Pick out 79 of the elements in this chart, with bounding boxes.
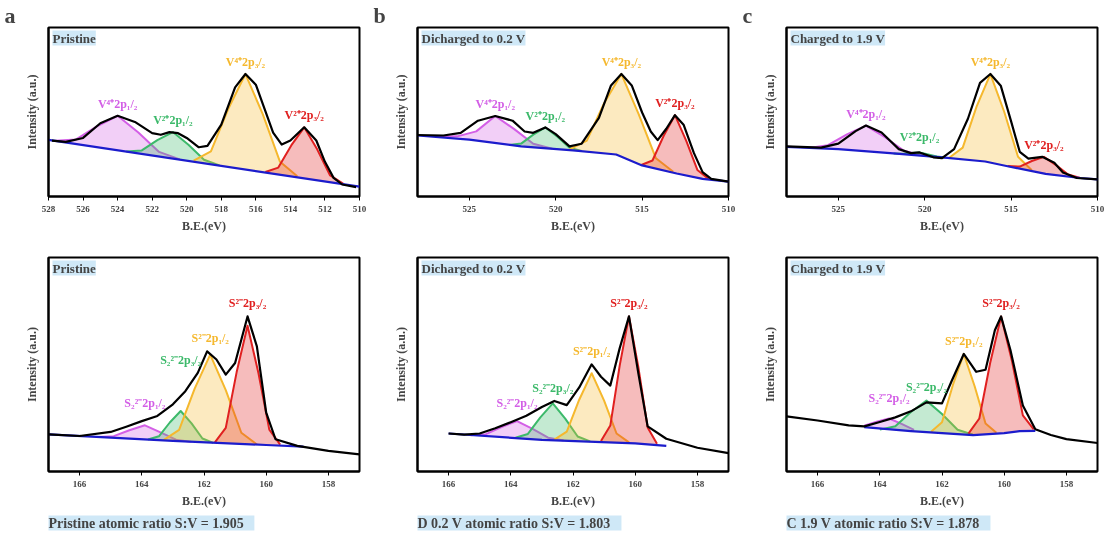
- series-label: S²⁻2p₁/₂: [191, 331, 230, 346]
- chart-title: Pristine: [52, 30, 97, 46]
- x-tick-label: 524: [110, 203, 125, 214]
- series-label: V²⁺2p₃/₂: [1024, 137, 1065, 152]
- y-axis-title: Intensity (a.u.): [762, 326, 777, 402]
- chart-title: Charged to 1.9 V: [790, 260, 886, 276]
- x-tick-label: 522: [145, 203, 160, 214]
- series-label: V⁴⁺2p₁/₂: [846, 106, 887, 121]
- x-tick-label: 164: [135, 478, 150, 489]
- x-tick-label: 166: [810, 478, 825, 489]
- x-tick-label: 158: [690, 478, 705, 489]
- x-tick-label: 520: [917, 203, 932, 214]
- y-axis-title: Intensity (a.u.): [393, 74, 408, 150]
- x-tick-label: 512: [318, 203, 333, 214]
- series-label: S₂²⁻2p₁/₂: [496, 395, 538, 410]
- x-tick-label: 520: [548, 203, 563, 214]
- x-tick-label: 164: [873, 478, 888, 489]
- x-tick-label: 515: [1004, 203, 1019, 214]
- series-label: V²⁺2p₃/₂: [655, 96, 696, 111]
- series-label: V²⁺2p₁/₂: [153, 113, 194, 128]
- x-tick-label: 516: [249, 203, 264, 214]
- x-tick-label: 528: [41, 203, 56, 214]
- x-tick-label: 166: [441, 478, 456, 489]
- x-tick-label: 510: [721, 203, 736, 214]
- text: b: [373, 2, 386, 28]
- x-axis-title: B.E.(eV): [920, 493, 964, 508]
- text: a: [4, 2, 16, 28]
- x-tick-label: 166: [72, 478, 87, 489]
- series-label: V⁴⁺2p₃/₂: [970, 55, 1011, 70]
- series-label: V²⁺2p₃/₂: [284, 108, 325, 123]
- x-tick-label: 158: [321, 478, 336, 489]
- series-label: V²⁺2p₁/₂: [525, 108, 566, 123]
- text: Pristine atomic ratio S:V = 1.905: [48, 515, 244, 531]
- x-tick-label: 518: [214, 203, 229, 214]
- x-axis-title: B.E.(eV): [551, 218, 595, 233]
- x-axis-title: B.E.(eV): [182, 493, 226, 508]
- x-axis-title: B.E.(eV): [182, 218, 226, 233]
- text: c: [742, 2, 753, 28]
- x-tick-label: 162: [935, 478, 950, 489]
- series-label: V²⁺2p₁/₂: [899, 130, 940, 145]
- x-tick-label: 510: [352, 203, 367, 214]
- series-label: S₂²⁻2p₁/₂: [124, 395, 166, 410]
- x-tick-label: 526: [76, 203, 91, 214]
- text: D 0.2 V atomic ratio S:V = 1.803: [417, 515, 611, 531]
- y-axis-title: Intensity (a.u.): [393, 326, 408, 402]
- text: S₂²⁻2p₃/₂: [160, 352, 202, 367]
- x-tick-label: 515: [635, 203, 650, 214]
- text: C 1.9 V atomic ratio S:V = 1.878: [786, 515, 980, 531]
- series-label: S²⁻2p₃/₂: [228, 296, 267, 311]
- x-tick-label: 510: [1090, 203, 1105, 214]
- x-tick-label: 160: [997, 478, 1012, 489]
- x-tick-label: 158: [1059, 478, 1074, 489]
- series-label: S²⁻2p₃/₂: [610, 296, 649, 311]
- series-label: S²⁻2p₁/₂: [572, 344, 611, 359]
- chart-title: Pristine: [52, 260, 97, 276]
- chart-title: Dicharged to 0.2 V: [421, 260, 526, 276]
- x-tick-label: 520: [179, 203, 194, 214]
- x-tick-label: 525: [831, 203, 846, 214]
- series-label: V⁴⁺2p₃/₂: [225, 55, 266, 70]
- y-axis-title: Intensity (a.u.): [24, 326, 39, 402]
- x-tick-label: 514: [283, 203, 298, 214]
- series-label: S²⁻2p₁/₂: [945, 333, 983, 348]
- chart-title: Charged to 1.9 V: [790, 30, 886, 46]
- x-axis-title: B.E.(eV): [920, 218, 964, 233]
- series-label: V⁴⁺2p₁/₂: [97, 96, 138, 111]
- x-tick-label: 162: [566, 478, 581, 489]
- x-axis-title: B.E.(eV): [551, 493, 595, 508]
- x-tick-label: 160: [259, 478, 274, 489]
- chart-title: Dicharged to 0.2 V: [421, 30, 526, 46]
- series-label: S₂²⁻2p₃/₂: [532, 380, 574, 395]
- series-label: V⁴⁺2p₃/₂: [601, 55, 642, 70]
- series-label: V⁴⁺2p₁/₂: [475, 97, 516, 112]
- x-tick-label: 162: [197, 478, 212, 489]
- y-axis-title: Intensity (a.u.): [24, 74, 39, 150]
- y-axis-title: Intensity (a.u.): [762, 74, 777, 150]
- x-tick-label: 164: [504, 478, 519, 489]
- x-tick-label: 160: [628, 478, 643, 489]
- series-label: S²⁻2p₃/₂: [982, 296, 1021, 311]
- x-tick-label: 525: [462, 203, 477, 214]
